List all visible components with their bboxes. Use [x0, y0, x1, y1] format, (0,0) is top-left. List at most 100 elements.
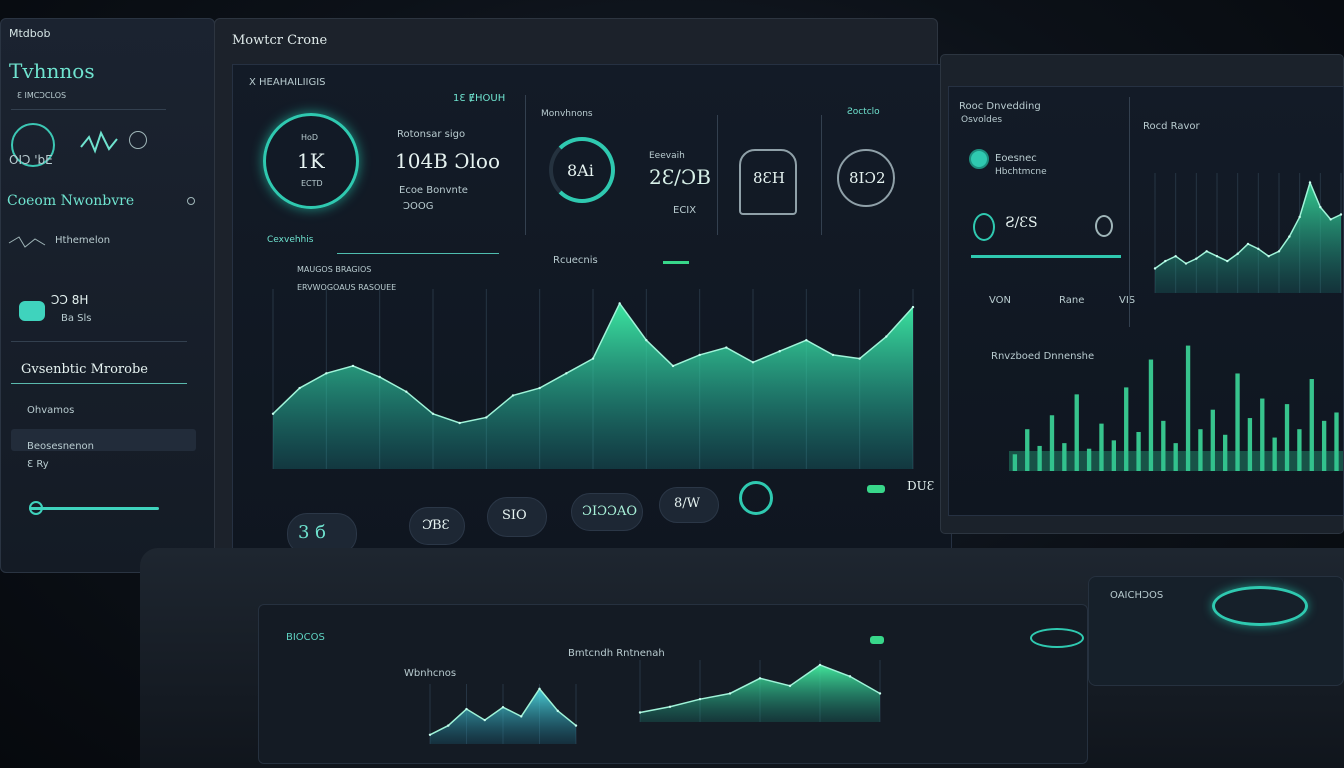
- main-screen: X HEAHAILIIGIS 1Ɛ ɆHOUH HoD 1K ECTD Roto…: [232, 64, 952, 569]
- desk-chart1-point-2: [465, 707, 468, 711]
- right-bar-3: [1049, 415, 1055, 471]
- gauge1-top: HoD: [301, 133, 319, 142]
- right-chart-point-7: [1226, 259, 1229, 263]
- desk-chart1-point-6: [538, 687, 541, 690]
- right-item1: Eoesnec: [995, 153, 1037, 164]
- desk-label-3: Bmtcndh Rntnenah: [568, 648, 665, 659]
- left-row2-icon: [19, 301, 45, 321]
- right-chart-point-1: [1164, 259, 1167, 263]
- metric-label-1: Monvhnons: [541, 109, 593, 119]
- left-slider[interactable]: [29, 507, 159, 510]
- stat2-value: 2Ɛ/ƆB: [649, 165, 711, 189]
- right-bar-6: [1086, 448, 1092, 471]
- main-chart: [271, 289, 915, 469]
- main-chart-point-23: [885, 335, 888, 338]
- right-gauge-icon: [973, 213, 995, 241]
- left-gauge-value: OIƆ 'bE: [9, 153, 53, 167]
- main-chart-point-8: [485, 416, 488, 419]
- right-bar-16: [1210, 409, 1215, 471]
- main-chart-point-20: [805, 339, 808, 342]
- main-chart-point-2: [325, 372, 328, 375]
- right-bar-15: [1198, 429, 1203, 471]
- right-footer-3: VIS: [1119, 295, 1136, 306]
- desk-label-4: OAICHƆOS: [1110, 590, 1164, 601]
- bottom-pill-5[interactable]: 8/W: [659, 487, 719, 523]
- right-footer-1: VON: [989, 295, 1012, 306]
- main-chart-point-12: [591, 357, 595, 360]
- main-chart-point-16: [698, 353, 701, 357]
- right-bar-5: [1074, 394, 1079, 471]
- right-bar-17: [1223, 434, 1228, 471]
- gauge3-value: 8ƐH: [753, 169, 785, 187]
- gauge1: [263, 113, 359, 209]
- desk-right-gauge: [1212, 586, 1308, 626]
- main-chart-point-4: [378, 375, 381, 379]
- main-chart-point-19: [778, 350, 781, 353]
- bottom-pill-2[interactable]: ƆƁƐ: [409, 507, 465, 545]
- stat1-sub2: ƆOOG: [403, 201, 434, 212]
- bottom-pill-4[interactable]: ƆIƆƆAO: [571, 493, 643, 531]
- desk-chart2-point-1: [668, 705, 672, 708]
- right-chart-point-10: [1257, 247, 1260, 251]
- right-chart-point-6: [1215, 255, 1219, 258]
- left-row2-sub: Ba Sls: [61, 313, 92, 324]
- right-bars-baseline: [1009, 451, 1343, 471]
- main-chart-point-1: [298, 386, 301, 390]
- right-chart-point-3: [1184, 262, 1188, 265]
- bottom-toggle[interactable]: [867, 485, 885, 493]
- main-chart-point-13: [618, 302, 621, 305]
- left-row4-sub: Ɛ Ry: [27, 459, 49, 470]
- desk-chart2-point-4: [758, 677, 762, 680]
- bottom-pill-6: DUƐ: [907, 479, 935, 493]
- bottom-pill-3[interactable]: SIO: [487, 497, 547, 537]
- desk-chart2: [638, 660, 882, 722]
- desk-chart1: [428, 684, 578, 744]
- main-chart-point-7: [458, 421, 461, 425]
- chart-title: Cexvehhis: [267, 235, 314, 245]
- main-chart-point-22: [858, 357, 861, 360]
- desk-panel: [258, 604, 1088, 764]
- main-monitor-title: Mowtcr Crone: [232, 33, 328, 48]
- left-panel-sub: Ɛ IMCƆCLOS: [17, 91, 67, 100]
- chart-header-indicator: [663, 261, 689, 264]
- right-screen: Rooc Dnvedding Osvoldes Eoesnec Hbchtmcn…: [948, 86, 1344, 516]
- desk-chart2-point-0: [638, 711, 642, 714]
- gauge1-bottom: ECTD: [301, 179, 323, 188]
- desk-chart2-point-7: [848, 675, 852, 678]
- bottom-gauge-icon[interactable]: [739, 481, 773, 515]
- left-circle-icon: [129, 131, 147, 149]
- right-chart-point-8: [1236, 252, 1239, 255]
- desk-chart2-point-5: [788, 684, 792, 688]
- right-bar-26: [1334, 412, 1339, 471]
- left-row3[interactable]: Ohvamos: [27, 405, 75, 416]
- right-chart-point-5: [1205, 250, 1208, 253]
- main-chart-point-15: [671, 364, 675, 368]
- left-row1[interactable]: Hthemelon: [55, 235, 111, 246]
- desk-chart2-point-6: [818, 663, 822, 667]
- chart-sub: MAUGOS BRAGIOS: [297, 265, 372, 274]
- main-chart-point-21: [831, 353, 835, 357]
- stat2-sub: ECIX: [673, 205, 697, 216]
- main-chart-point-5: [405, 390, 408, 393]
- chart-legend: ERVWOGOAUS RASOUEE: [297, 283, 397, 292]
- main-chart-point-24: [911, 305, 915, 309]
- main-chart-point-14: [645, 339, 648, 342]
- left-panel-tab[interactable]: Mtdbob: [9, 27, 51, 40]
- right-sub: Osvoldes: [961, 115, 1003, 125]
- left-slider-handle[interactable]: [29, 501, 43, 515]
- desk-chart2-point-2: [698, 697, 702, 701]
- stat2-label: Eeevaih: [649, 151, 685, 161]
- left-row4[interactable]: Beosesnenon: [27, 441, 94, 452]
- right-item1-icon: [969, 149, 989, 169]
- top-right-label: 1Ɛ ɆHOUH: [453, 93, 506, 104]
- right-chart-point-9: [1246, 242, 1250, 246]
- stat1-value: 104B Ɔloo: [395, 149, 501, 173]
- right-chart-point-0: [1153, 267, 1157, 270]
- right-bars: [1009, 345, 1343, 471]
- right-chart-point-11: [1267, 255, 1270, 258]
- left-row1-icon: [8, 236, 46, 248]
- gauge1-value: 1K: [297, 149, 325, 173]
- right-item1-sub: Hbchtmcne: [995, 167, 1047, 177]
- right-chart-point-14: [1298, 215, 1301, 219]
- desk-toggle[interactable]: [870, 636, 884, 644]
